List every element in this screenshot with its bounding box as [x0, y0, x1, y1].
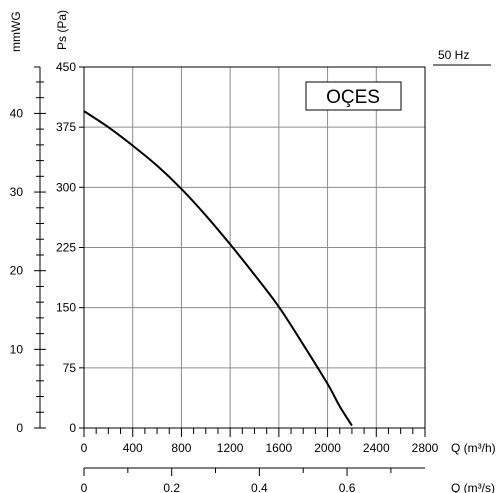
x-tick-label-m3h: 0 [81, 441, 88, 455]
y-axis-mmwg: 0 10 20 30 40 [10, 66, 46, 435]
x-tick-label-m3h: 2400 [363, 441, 390, 455]
y-tick-label-pa: 225 [56, 241, 76, 255]
x-tick-label-m3h: 1600 [266, 441, 293, 455]
y-axis-mmwg-title: mmWG [9, 11, 23, 52]
y-tick-label-pa: 0 [69, 421, 76, 435]
y-tick-label-mmwg: 30 [10, 185, 24, 199]
x-axis-m3h: 0 400 800 1200 1600 2000 2400 2800 [81, 428, 439, 455]
x-tick-label-m3h: 1200 [217, 441, 244, 455]
y-tick-label-pa: 300 [56, 180, 76, 194]
x-tick-label-m3h: 400 [123, 441, 143, 455]
x-tick-label-m3h: 800 [171, 441, 191, 455]
y-tick-label-pa: 150 [56, 301, 76, 315]
x-axis-m3h-title: Q (m³/h) [451, 441, 496, 455]
y-tick-label-mmwg: 20 [10, 264, 24, 278]
frequency-label: 50 Hz [438, 48, 469, 62]
y-tick-label-mmwg: 40 [10, 106, 24, 120]
y-axis-pa: 0 75 150 225 300 375 450 [56, 60, 84, 435]
x-tick-label-m3s: 0.4 [251, 481, 268, 493]
y-axis-pa-title: Ps (Pa) [55, 10, 69, 50]
y-tick-label-pa: 450 [56, 60, 76, 74]
y-tick-label-mmwg: 10 [10, 342, 24, 356]
y-tick-label-pa: 75 [63, 361, 77, 375]
x-tick-label-m3s: 0.2 [163, 481, 180, 493]
y-tick-label-pa: 375 [56, 120, 76, 134]
grid-lines [83, 66, 426, 429]
brand-box [305, 81, 402, 111]
series-line-fan-curve [83, 110, 353, 427]
x-tick-label-m3h: 2800 [412, 441, 439, 455]
x-tick-label-m3h: 2000 [314, 441, 341, 455]
x-axis-m3s-title: Q (m³/s) [451, 481, 495, 493]
series-layer [83, 110, 353, 427]
x-tick-label-m3s: 0.6 [339, 481, 356, 493]
x-axis-m3s: 0 0.2 0.4 0.6 [81, 467, 425, 493]
brand-label: OÇES [326, 87, 380, 108]
y-tick-label-mmwg: 0 [16, 421, 23, 435]
x-tick-label-m3s: 0 [81, 481, 88, 493]
